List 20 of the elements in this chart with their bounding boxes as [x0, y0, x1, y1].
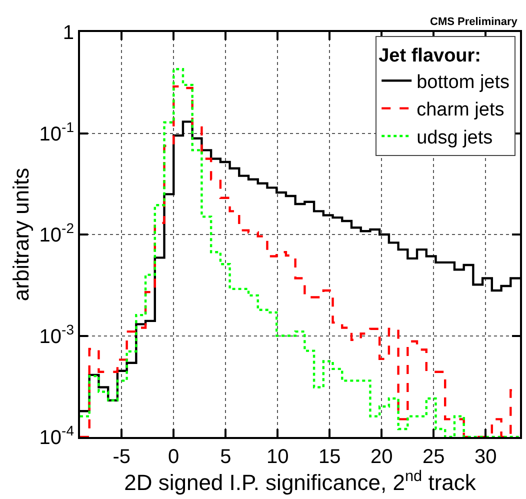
- legend-title: Jet flavour:: [378, 46, 482, 67]
- y-axis-title: arbitrary units: [8, 168, 34, 302]
- text: CMS Preliminary: [430, 16, 518, 28]
- x-tick-label: 0: [168, 446, 180, 468]
- x-tick-label: 5: [220, 446, 232, 468]
- y-tick-label: 10$^{-4}$: [39, 422, 74, 449]
- y-tick-label: 10$^{-1}$: [39, 118, 74, 146]
- x-tick-label: -5: [112, 446, 131, 468]
- x-tick-label: 20: [370, 446, 393, 468]
- x-tick-label: 15: [318, 446, 341, 468]
- y-tick-label: 10$^{-3}$: [39, 321, 74, 348]
- x-tick-label: 25: [422, 446, 445, 468]
- y-tick-label: 1: [62, 22, 74, 44]
- legend-label: bottom jets: [416, 72, 510, 94]
- y-tick-label: 10$^{-2}$: [39, 220, 74, 246]
- legend-label: udsg jets: [416, 127, 493, 148]
- legend-label: charm jets: [416, 100, 504, 121]
- x-axis-title: 2D signed I.P. significance, 2$^{nd}$ track: [124, 468, 477, 496]
- x-tick-label: 10: [266, 446, 289, 468]
- x-tick-label: 30: [474, 446, 497, 468]
